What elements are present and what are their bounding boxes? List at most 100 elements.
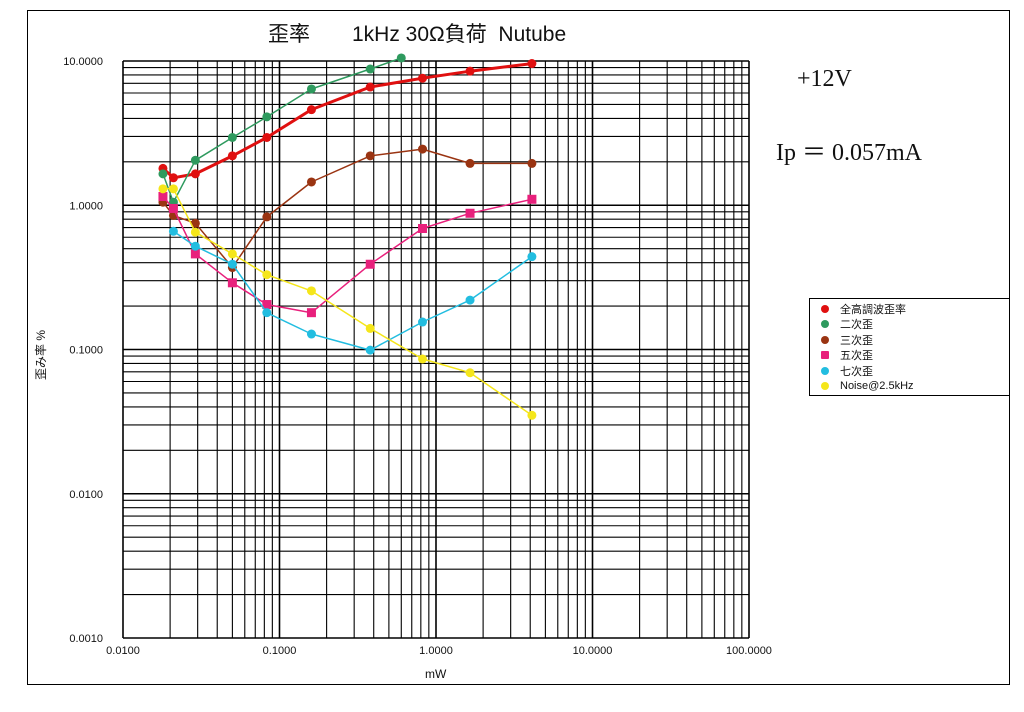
data-point [418, 354, 428, 364]
data-point [527, 194, 537, 204]
series-line [162, 196, 533, 314]
data-point [190, 218, 200, 228]
data-point [158, 191, 168, 201]
data-point [190, 155, 200, 165]
legend-swatch [821, 304, 829, 313]
y-tick-label: 0.0100 [69, 489, 103, 501]
data-point [465, 66, 475, 76]
legend-label: 五次歪 [840, 350, 873, 363]
data-point [262, 212, 272, 222]
data-point [168, 173, 178, 183]
y-tick-label: 1.0000 [69, 200, 103, 212]
legend-marker-icon [810, 320, 840, 329]
data-point [190, 169, 200, 179]
legend-label: Noise@2.5kHz [840, 380, 914, 393]
chart-title: 歪率 1kHz 30Ω負荷 Nutube [268, 23, 567, 46]
series-6 [158, 184, 537, 420]
data-point [158, 169, 168, 179]
legend-marker-icon [810, 366, 840, 375]
data-point [465, 295, 475, 305]
data-point [527, 252, 537, 262]
x-tick-label: 10.0000 [573, 645, 613, 657]
data-point [365, 345, 375, 355]
data-point [227, 259, 237, 269]
voltage-note: +12V [797, 66, 852, 92]
y-axis-label: 歪み率 % [34, 329, 48, 380]
y-tick-label: 0.1000 [69, 345, 103, 357]
data-point [262, 132, 272, 142]
legend-label: 全高調波歪率 [840, 303, 906, 316]
data-point [418, 144, 428, 154]
x-axis-label: mW [425, 667, 447, 681]
legend-item: Noise@2.5kHz [810, 379, 1009, 395]
series-line [161, 62, 533, 180]
data-point [418, 317, 428, 327]
data-point [190, 249, 200, 259]
series-1 [158, 59, 537, 183]
data-point [227, 132, 237, 142]
legend-swatch [821, 335, 829, 344]
series-4 [158, 191, 537, 318]
data-point [418, 73, 428, 83]
series-2 [158, 53, 406, 207]
data-point [262, 308, 272, 318]
legend-item: 七次歪 [810, 363, 1009, 379]
data-point [306, 84, 316, 94]
ip-note: Ip ＝ 0.057mA [776, 140, 922, 166]
data-point [365, 151, 375, 161]
legend-label: 二次歪 [840, 319, 873, 332]
data-point [306, 308, 316, 318]
data-point [306, 105, 316, 115]
legend: 全高調波歪率 二次歪三次歪五次歪七次歪 Noise@2.5kHz [809, 298, 1010, 396]
data-point [262, 300, 272, 310]
data-point [365, 82, 375, 92]
data-point [306, 286, 316, 296]
legend-swatch [821, 366, 829, 375]
data-point [465, 208, 475, 218]
data-point [365, 259, 375, 269]
x-tick-label: 0.1000 [263, 645, 297, 657]
x-tick-label: 0.0100 [106, 645, 140, 657]
data-point [465, 158, 475, 168]
data-point [396, 53, 406, 63]
data-point [227, 278, 237, 288]
data-point [168, 184, 178, 194]
legend-swatch [821, 382, 829, 391]
data-point [365, 323, 375, 333]
legend-label: 三次歪 [840, 334, 873, 347]
data-point [168, 203, 178, 213]
x-tick-label: 1.0000 [419, 645, 453, 657]
tick-labels: 0.0100 0.1000 1.0000 10.0000 100.00000.00100… [63, 56, 772, 657]
legend-item: 全高調波歪率 [810, 301, 1009, 317]
legend-label: 七次歪 [840, 365, 873, 378]
data-point [262, 112, 272, 122]
x-tick-label: 100.0000 [726, 645, 772, 657]
data-point [306, 177, 316, 187]
data-point [306, 329, 316, 339]
data-point [365, 64, 375, 74]
y-tick-label: 0.0010 [69, 633, 103, 645]
series-line [162, 57, 402, 203]
y-tick-label: 10.0000 [63, 56, 103, 68]
data-point [190, 227, 200, 237]
legend-marker-icon [810, 382, 840, 391]
series-line [162, 148, 532, 269]
data-point [227, 249, 237, 259]
legend-marker-icon [810, 351, 840, 360]
legend-item: 二次歪 [810, 317, 1009, 333]
legend-swatch [821, 320, 829, 329]
data-point [168, 226, 178, 236]
series-line [163, 188, 533, 416]
legend-swatch [821, 351, 829, 360]
data-point [527, 59, 537, 69]
series-3 [158, 144, 537, 273]
legend-item: 三次歪 [810, 332, 1009, 348]
data-point [262, 270, 272, 280]
series-group [158, 53, 537, 420]
data-point [527, 410, 537, 420]
legend-marker-icon [810, 304, 840, 313]
legend-marker-icon [810, 335, 840, 344]
data-point [527, 158, 537, 168]
data-point [418, 223, 428, 233]
